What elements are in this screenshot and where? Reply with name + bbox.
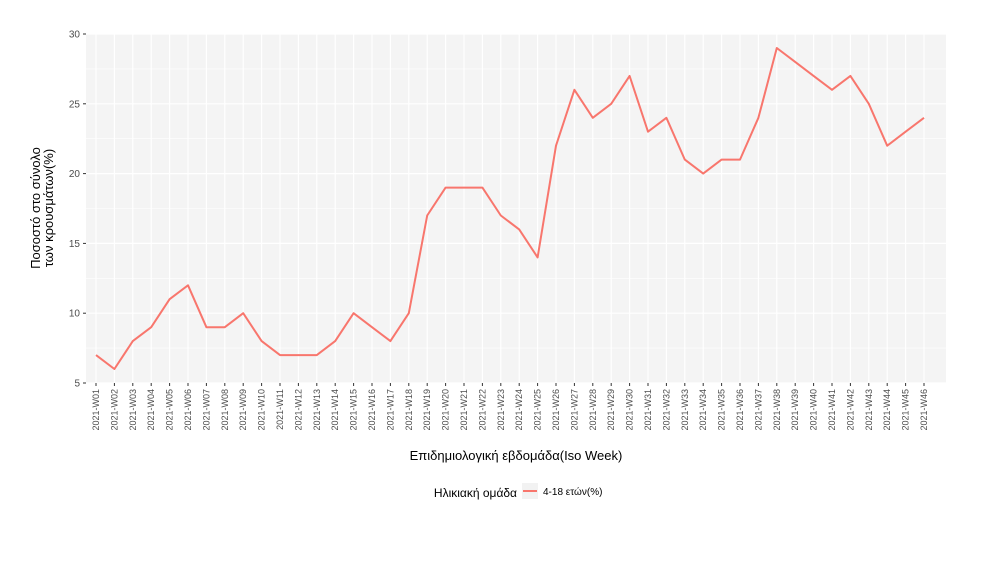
x-tick-label: 2021-W32 (661, 389, 671, 431)
y-tick-label: 15 (69, 239, 81, 250)
x-tick-label: 2021-W29 (606, 389, 616, 431)
y-tick-label: 5 (74, 379, 80, 390)
x-tick-label: 2021-W04 (146, 389, 156, 431)
x-tick-label: 2021-W25 (533, 389, 543, 431)
x-axis-ticks: 2021-W01 2021-W02 2021-W03 2021-W04 2021-W05… (91, 383, 929, 431)
x-tick-label: 2021-W17 (385, 389, 395, 431)
x-tick-label: 2021-W09 (238, 389, 248, 431)
x-tick-label: 2021-W43 (864, 389, 874, 431)
x-tick-label: 2021-W11 (275, 389, 285, 430)
x-tick-label: 2021-W38 (772, 389, 782, 431)
x-tick-label: 2021-W14 (330, 389, 340, 431)
x-tick-label: 2021-W18 (404, 389, 414, 431)
x-tick-label: 2021-W15 (349, 389, 359, 431)
x-tick-label: 2021-W45 (901, 389, 911, 431)
x-tick-label: 2021-W44 (882, 389, 892, 431)
x-tick-label: 2021-W13 (312, 389, 322, 431)
x-tick-label: 2021-W06 (183, 389, 193, 431)
x-tick-label: 2021-W19 (422, 389, 432, 431)
x-tick-label: 2021-W37 (753, 389, 763, 431)
x-tick-label: 2021-W31 (643, 389, 653, 431)
series-line (95, 47, 925, 370)
x-tick-label: 2021-W36 (735, 389, 745, 431)
x-axis-title: Επιδημιολογική εβδομάδα(Iso Week) (410, 448, 623, 463)
x-tick-label: 2021-W08 (220, 389, 230, 431)
x-tick-label: 2021-W12 (293, 389, 303, 431)
x-tick-label: 2021-W23 (496, 389, 506, 431)
y-tick-label: 25 (69, 99, 81, 110)
y-axis-title-line-2: των κρουσμάτων(%) (41, 149, 56, 267)
x-tick-label: 2021-W05 (165, 389, 175, 431)
x-tick-label: 2021-W41 (827, 389, 837, 431)
x-tick-label: 2021-W26 (551, 389, 561, 431)
x-tick-label: 2021-W30 (625, 389, 635, 431)
x-tick-label: 2021-W22 (477, 389, 487, 431)
legend: Ηλικιακή ομάδα 4-18 ετών(%) (434, 483, 602, 500)
x-tick-label: 2021-W02 (109, 389, 119, 431)
y-tick-label: 10 (69, 309, 81, 320)
x-tick-label: 2021-W01 (91, 389, 101, 431)
x-tick-label: 2021-W28 (588, 389, 598, 431)
legend-label: 4-18 ετών(%) (543, 486, 602, 498)
x-tick-label: 2021-W42 (845, 389, 855, 431)
x-tick-label: 2021-W33 (680, 389, 690, 431)
x-tick-label: 2021-W10 (257, 389, 267, 431)
x-tick-label: 2021-W27 (569, 389, 579, 431)
y-axis-title-line-1: Ποσοστό στο σύνολο (28, 147, 43, 269)
x-tick-label: 2021-W40 (809, 389, 819, 431)
x-tick-label: 2021-W07 (201, 389, 211, 431)
series-lines (95, 47, 925, 370)
y-tick-label: 20 (69, 169, 81, 180)
x-tick-label: 2021-W34 (698, 389, 708, 431)
x-tick-label: 2021-W03 (128, 389, 138, 431)
x-tick-label: 2021-W16 (367, 389, 377, 431)
x-tick-label: 2021-W46 (919, 389, 929, 431)
y-axis-ticks: 5 10 15 20 25 30 (69, 30, 86, 390)
x-tick-label: 2021-W20 (441, 389, 451, 431)
x-tick-label: 2021-W21 (459, 389, 469, 431)
x-tick-label: 2021-W24 (514, 389, 524, 431)
y-axis-title: Ποσοστό στο σύνολο των κρουσμάτων(%) (28, 147, 56, 269)
y-tick-label: 30 (69, 30, 81, 41)
x-tick-label: 2021-W35 (717, 389, 727, 431)
x-tick-label: 2021-W39 (790, 389, 800, 431)
grid-lines (86, 33, 946, 384)
legend-title: Ηλικιακή ομάδα (434, 486, 517, 500)
